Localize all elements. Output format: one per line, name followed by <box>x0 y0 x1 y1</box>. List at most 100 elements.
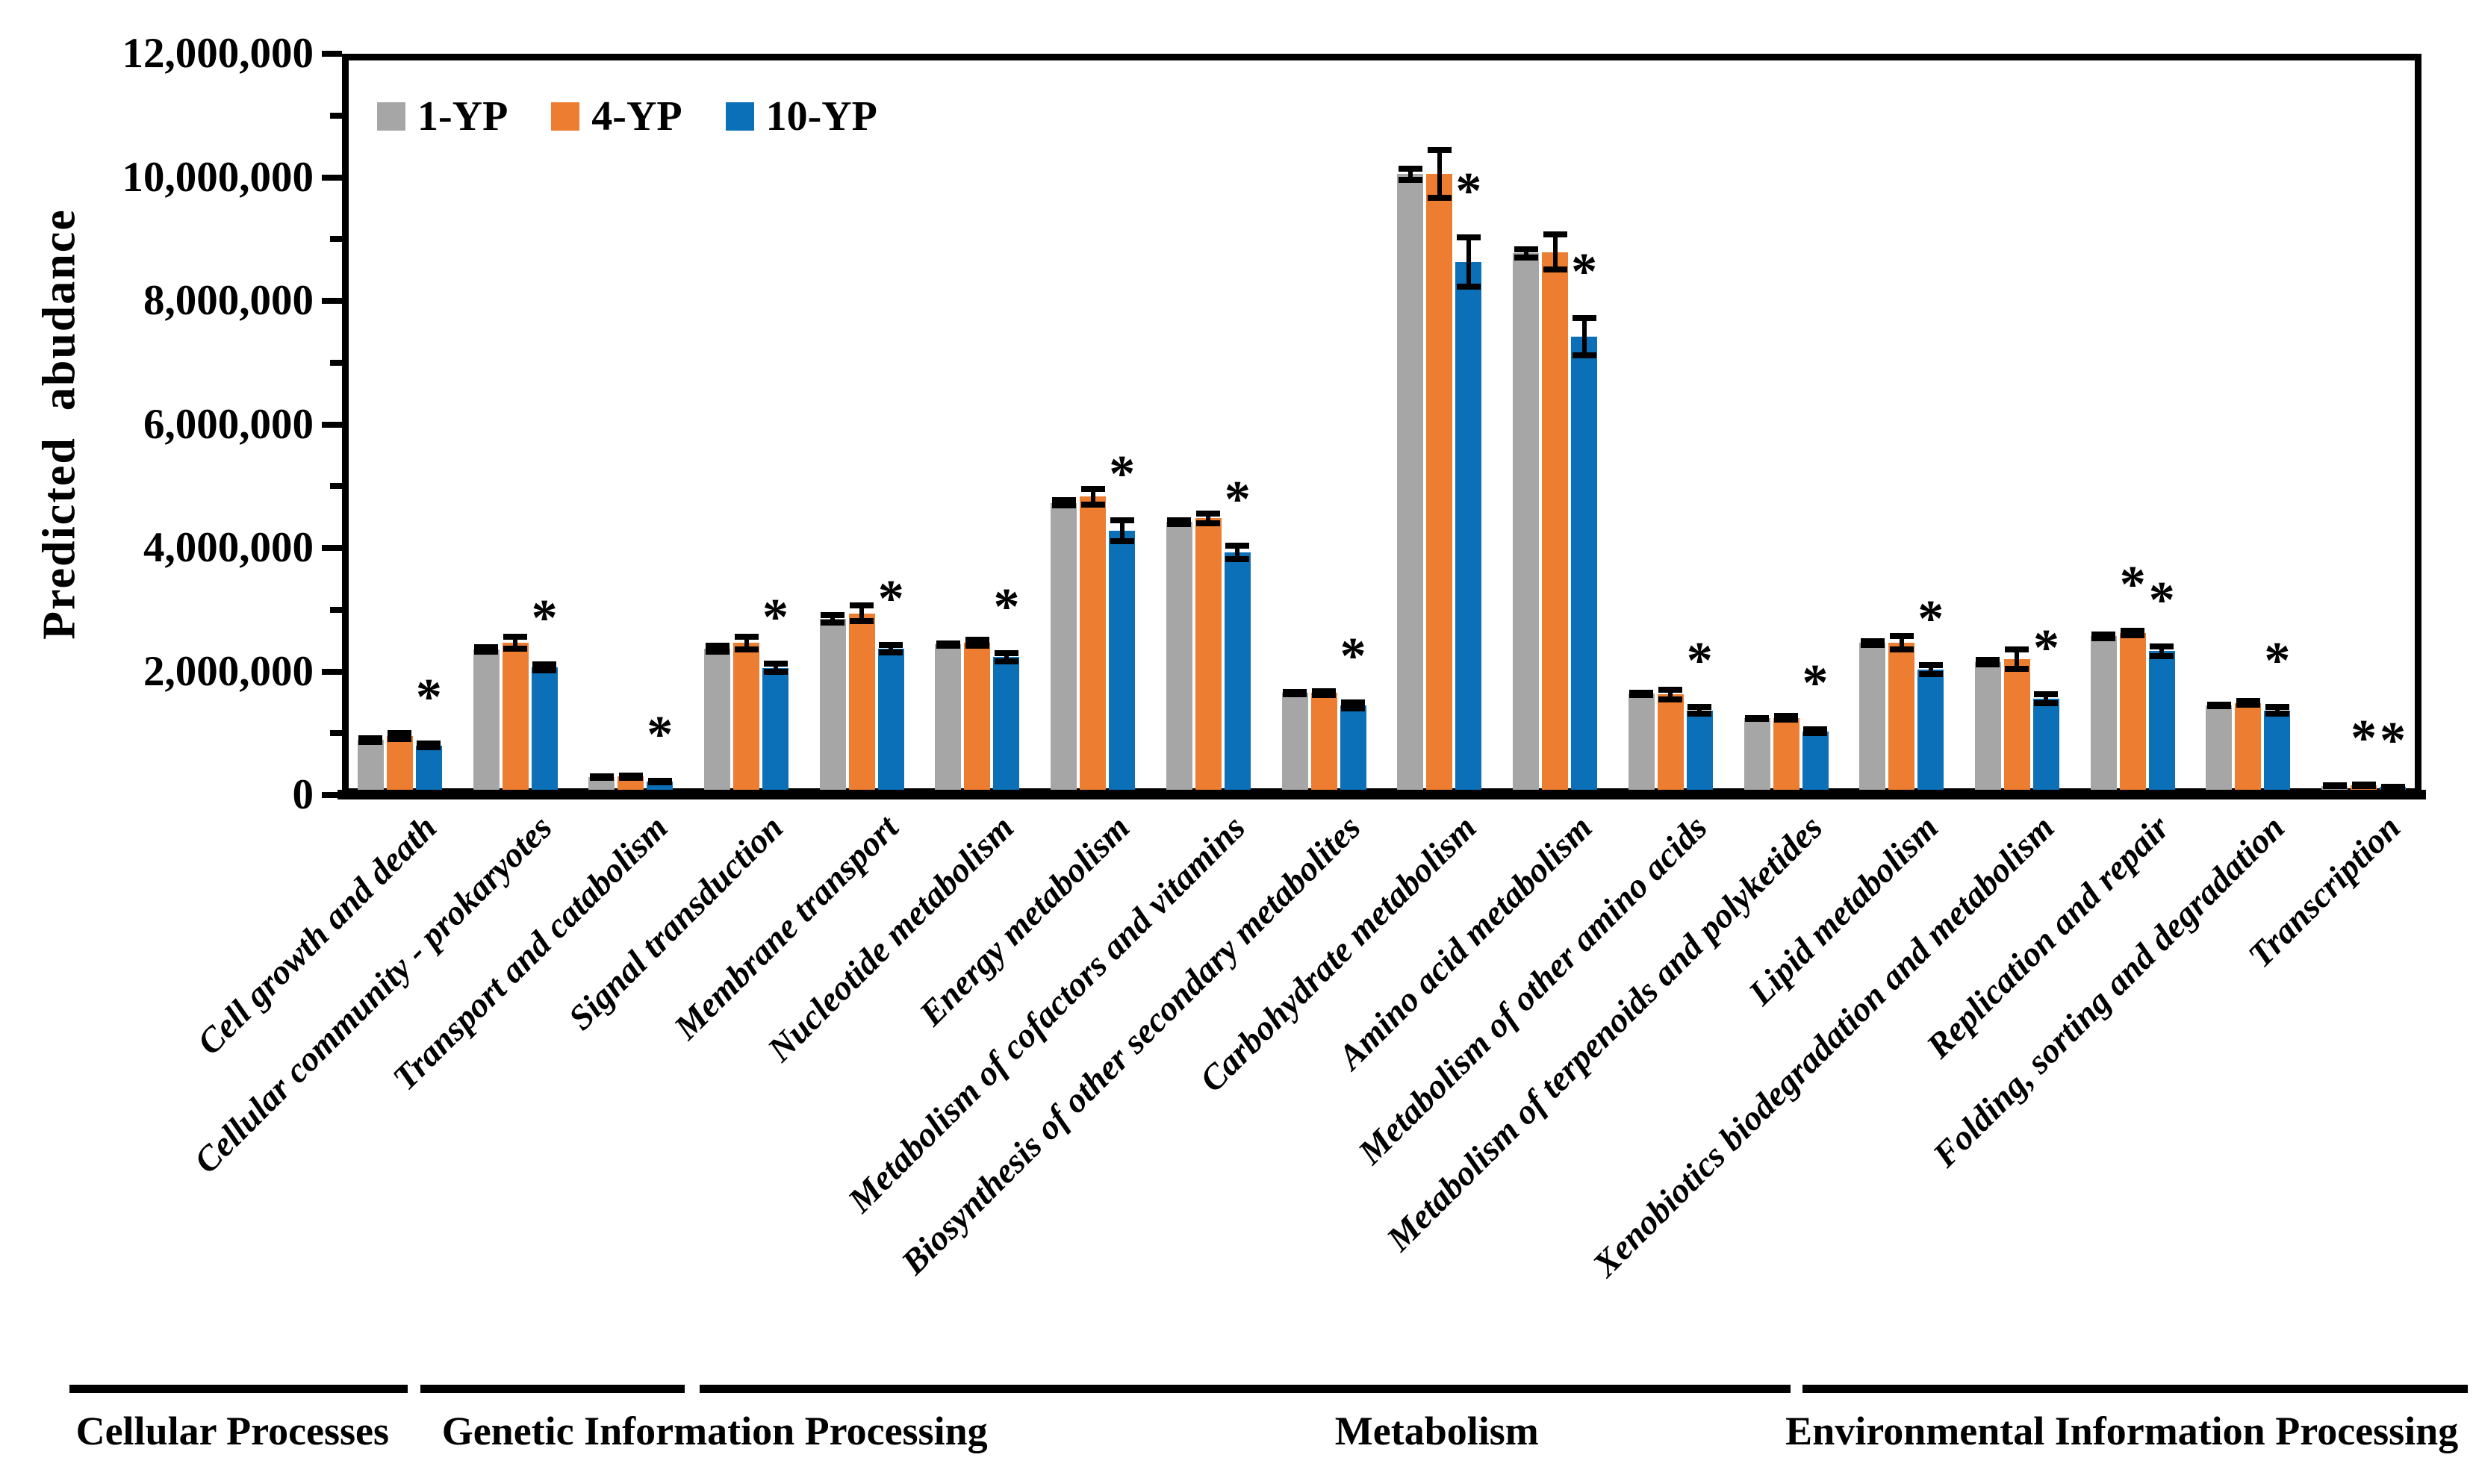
error-bar-cap-top <box>1456 234 1481 240</box>
error-bar-stem <box>889 644 894 653</box>
y-tick-label: 12,000,000 <box>122 30 314 77</box>
error-bar-cap-bottom <box>2206 703 2231 710</box>
error-bar-cap-top <box>965 637 989 643</box>
error-bar-cap-bottom <box>1745 716 1770 723</box>
error-bar-cap-bottom <box>763 669 788 676</box>
error-bar-cap-top <box>1803 726 1828 733</box>
bar-1-YP <box>1513 253 1540 795</box>
error-bar-cap-bottom <box>2034 699 2059 706</box>
error-bar-cap-bottom <box>1543 266 1567 273</box>
y-tick-label: 10,000,000 <box>122 153 314 201</box>
error-bar-cap-bottom <box>936 642 960 649</box>
error-bar-cap-bottom <box>1572 352 1596 359</box>
error-bar-cap-bottom <box>2265 711 2289 717</box>
error-bar-cap-top <box>2121 628 2145 635</box>
bar-1-YP <box>1859 643 1886 795</box>
error-bar-cap-top <box>532 661 557 667</box>
error-bar-cap-top <box>417 741 441 747</box>
error-bar-cap-bottom <box>2091 635 2116 641</box>
error-bar-cap-top <box>850 602 874 609</box>
error-bar-cap-bottom <box>417 744 441 751</box>
error-bar-cap-top <box>1167 517 1192 523</box>
error-bar-cap-top <box>1051 497 1076 504</box>
error-bar-cap-bottom <box>1629 691 1654 698</box>
error-bar-cap-bottom <box>503 645 528 652</box>
group-underline <box>700 1385 1791 1393</box>
error-bar-cap-top <box>2034 691 2059 698</box>
bar-1-YP <box>935 644 962 795</box>
error-bar-cap-top <box>1398 166 1422 172</box>
bar-4-YP <box>1888 642 1915 795</box>
bar-1-YP <box>473 649 500 795</box>
error-bar-stem <box>513 635 518 649</box>
significance-asterisk: * <box>2148 571 2175 629</box>
y-tick-minor <box>330 112 342 119</box>
y-tick-minor <box>330 236 342 243</box>
error-bar-cap-bottom <box>2121 632 2145 639</box>
error-bar-cap-top <box>2005 646 2029 652</box>
error-bar-cap-bottom <box>821 619 845 626</box>
error-bar-cap-top <box>503 633 528 640</box>
bar-1-YP <box>1743 718 1770 795</box>
bar-10-YP <box>415 745 442 795</box>
significance-asterisk: * <box>415 669 442 727</box>
error-bar-cap-bottom <box>1283 690 1307 697</box>
error-bar-cap-top <box>1774 713 1799 720</box>
bar-4-YP <box>1426 174 1453 795</box>
group-label: Environmental Information Processing <box>1785 1409 2459 1453</box>
bar-4-YP <box>1542 252 1569 795</box>
significance-asterisk: * <box>2264 632 2291 690</box>
error-bar-cap-top <box>1860 638 1885 645</box>
bar-1-YP <box>819 619 846 795</box>
legend-item: 4-YP <box>551 96 682 137</box>
error-bar-stem <box>1090 487 1095 505</box>
significance-asterisk: * <box>1224 470 1251 529</box>
error-bar-cap-bottom <box>1918 671 1943 678</box>
bar-4-YP <box>386 736 413 795</box>
error-bar-cap-bottom <box>1860 641 1885 648</box>
error-bar-cap-bottom <box>965 643 989 649</box>
y-tick-major <box>322 298 342 304</box>
error-bar-cap-top <box>358 735 383 742</box>
significance-asterisk: * <box>1917 590 1944 648</box>
y-tick-minor <box>330 606 342 613</box>
legend-label: 1-YP <box>417 93 508 140</box>
significance-asterisk: * <box>1571 243 1598 301</box>
error-bar-cap-top <box>474 643 499 650</box>
error-bar-cap-bottom <box>1976 661 2000 668</box>
group-underline <box>1802 1385 2469 1393</box>
y-tick-major <box>322 792 342 798</box>
significance-asterisk: * <box>2032 620 2059 678</box>
significance-asterisk: * <box>2351 709 2377 767</box>
legend: 1-YP 4-YP 10-YP <box>377 96 877 137</box>
bar-10-YP <box>1686 710 1713 795</box>
bar-10-YP <box>1224 552 1251 795</box>
error-bar-stem <box>2159 645 2165 657</box>
legend-swatch <box>725 102 754 131</box>
bar-10-YP <box>1455 261 1482 795</box>
y-tick-label: 8,000,000 <box>143 277 314 324</box>
error-bar-stem <box>2015 648 2020 670</box>
error-bar-cap-top <box>2265 703 2289 710</box>
error-bar-cap-bottom <box>388 736 412 743</box>
error-bar-stem <box>1004 652 1009 663</box>
error-bar-stem <box>1119 519 1124 542</box>
bar-1-YP <box>1974 662 2001 795</box>
error-bar-cap-top <box>1427 147 1452 154</box>
bar-1-YP <box>1051 502 1077 795</box>
error-bar-stem <box>1206 512 1211 524</box>
legend-label: 4-YP <box>591 93 682 140</box>
error-bar-cap-top <box>1572 314 1596 321</box>
error-bar-cap-bottom <box>1687 711 1712 717</box>
group-label: Metabolism <box>1334 1409 1539 1453</box>
bar-4-YP <box>502 642 529 795</box>
error-bar-cap-top <box>1889 632 1914 639</box>
significance-asterisk: * <box>2380 711 2407 770</box>
error-bar-stem <box>1407 168 1413 181</box>
y-tick-label: 4,000,000 <box>143 524 314 571</box>
bar-10-YP <box>2264 710 2291 795</box>
bar-10-YP <box>762 667 789 795</box>
legend-swatch <box>377 102 405 131</box>
error-bar-cap-bottom <box>1225 555 1250 562</box>
error-bar-cap-top <box>1110 517 1134 523</box>
